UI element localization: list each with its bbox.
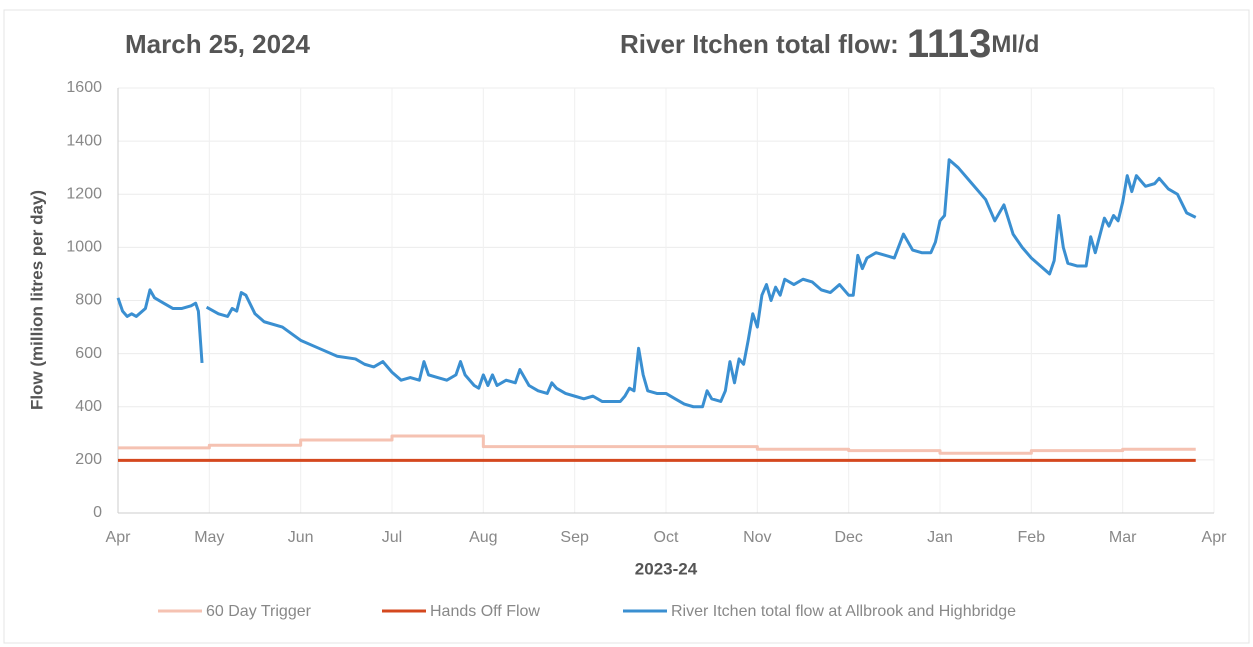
y-tick-label: 1200 [66, 185, 102, 202]
y-tick-label: 400 [75, 398, 102, 415]
x-tick-label: Mar [1109, 529, 1137, 546]
series-line [118, 434, 1196, 455]
legend-label: Hands Off Flow [430, 603, 540, 620]
legend-label: River Itchen total flow at Allbrook and … [671, 603, 1016, 620]
series-line [205, 158, 1197, 409]
x-tick-label: Feb [1018, 529, 1046, 546]
x-tick-label: Nov [743, 529, 771, 546]
date-label: March 25, 2024 [125, 29, 311, 59]
x-axis-label: 2023-24 [635, 559, 698, 578]
x-tick-label: Dec [834, 529, 862, 546]
x-tick-label: May [194, 529, 224, 546]
y-tick-label: 1600 [66, 79, 102, 96]
legend-label: 60 Day Trigger [206, 603, 312, 620]
x-tick-label: Jan [927, 529, 953, 546]
headline: River Itchen total flow: 1113Ml/d [620, 22, 1039, 66]
headline-text: River Itchen total flow: [620, 29, 899, 59]
y-tick-label: 1000 [66, 239, 102, 256]
y-tick-label: 200 [75, 451, 102, 468]
y-tick-label: 800 [75, 292, 102, 309]
x-tick-label: Oct [654, 529, 679, 546]
y-tick-label: 600 [75, 345, 102, 362]
y-tick-label: 0 [93, 504, 102, 521]
y-tick-label: 1400 [66, 132, 102, 149]
current-value: 1113 [907, 22, 992, 66]
x-tick-label: Aug [469, 529, 497, 546]
x-tick-label: Sep [560, 529, 589, 546]
series-line [116, 288, 204, 364]
chart-frame [3, 9, 1250, 644]
y-axis-label: Flow (million litres per day) [27, 190, 46, 410]
x-tick-label: Jun [288, 529, 314, 546]
x-tick-label: Jul [382, 529, 402, 546]
x-tick-label: Apr [1202, 529, 1228, 546]
x-tick-label: Apr [106, 529, 132, 546]
current-unit: Ml/d [991, 31, 1039, 58]
